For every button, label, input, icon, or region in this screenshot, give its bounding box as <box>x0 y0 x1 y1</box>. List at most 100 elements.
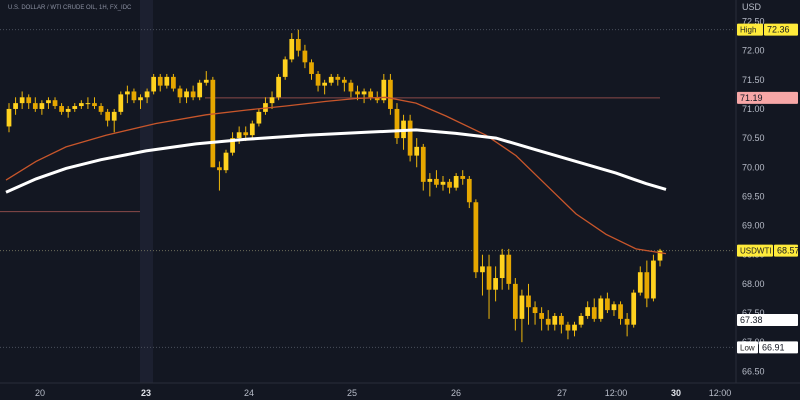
candle-body <box>144 91 150 98</box>
price-tick-label: 71.00 <box>742 104 765 114</box>
candle-body <box>368 91 374 98</box>
candle-body <box>98 106 104 112</box>
candle-body <box>118 94 124 112</box>
candle-body <box>230 138 235 153</box>
time-axis-ticks: 20 23 24 25 26 27 12:00 30 12:00 <box>35 388 731 398</box>
candle-body <box>466 178 472 203</box>
candle-body <box>407 120 413 156</box>
candle-body <box>256 111 262 124</box>
candle-body <box>52 100 58 107</box>
candle-body <box>111 111 117 121</box>
candle-body <box>585 307 591 316</box>
candle-body <box>59 106 64 112</box>
price-tick-label: 72.50 <box>742 16 765 26</box>
candle-body <box>335 76 341 80</box>
price-tick-label: 68.00 <box>742 279 765 289</box>
price-tag-value-bg <box>737 91 798 104</box>
candle-body <box>374 97 380 101</box>
time-tick-label: 23 <box>141 388 151 398</box>
candle-body <box>440 181 446 185</box>
candle-body <box>39 103 45 109</box>
price-tag: Low 66.91 <box>737 341 798 354</box>
price-tick-label: 72.00 <box>742 46 765 56</box>
price-tag: 71.19 <box>737 91 798 104</box>
candle-body <box>651 260 656 299</box>
candle-body <box>631 292 637 325</box>
candle-body <box>637 272 643 293</box>
candle-body <box>414 146 420 156</box>
candle-body <box>131 91 137 101</box>
candle-body <box>565 324 571 331</box>
time-tick-label: 30 <box>671 388 681 398</box>
price-tick-label: 66.50 <box>742 366 765 376</box>
candle-body <box>526 295 531 308</box>
candle-body <box>32 103 38 109</box>
candle-body <box>480 266 485 273</box>
price-tag-value: 68.57 <box>777 246 800 256</box>
candle-body <box>447 181 452 188</box>
candle-body <box>210 79 216 168</box>
candle-body <box>460 176 466 179</box>
price-tag: 67.38 <box>737 314 798 327</box>
price-tag-label: High <box>740 26 756 35</box>
candle-body <box>177 88 183 98</box>
candle-body <box>322 82 328 86</box>
candle-body <box>644 272 650 299</box>
candle-body <box>545 318 551 325</box>
candle-body <box>243 132 249 136</box>
candle-body <box>85 103 91 105</box>
candle-body <box>388 79 393 109</box>
time-tick-label: 26 <box>451 388 461 398</box>
candle-body <box>190 91 196 98</box>
price-tag-value-bg <box>737 314 798 327</box>
candle-body <box>46 100 51 104</box>
price-tag: High 72.36 <box>737 23 798 36</box>
candle-body <box>598 298 604 319</box>
price-tag-label: USDWTI <box>740 247 772 256</box>
price-tag-value-bg <box>759 341 798 354</box>
candle-body <box>124 91 130 95</box>
candle-body <box>552 315 558 325</box>
price-tag-label-bg <box>737 341 758 354</box>
time-tick-label: 25 <box>347 388 357 398</box>
candle-body <box>19 97 25 104</box>
candle-body <box>572 324 577 331</box>
horizontal-lines <box>0 29 735 348</box>
candle-body <box>236 132 242 139</box>
candle-body <box>276 76 281 98</box>
candle-body <box>591 307 597 319</box>
candle-body <box>315 73 321 86</box>
candle-body <box>532 307 538 314</box>
price-tag-label: Low <box>740 343 755 352</box>
candle-body <box>92 103 97 107</box>
time-tick-label: 20 <box>35 388 45 398</box>
candle-body <box>105 111 111 121</box>
price-tag-value: 71.19 <box>740 93 763 103</box>
candle-body <box>499 254 505 279</box>
candle-body <box>348 82 354 92</box>
candle-body <box>512 283 518 319</box>
price-tag-value-bg <box>774 244 798 257</box>
session-highlight <box>140 0 153 383</box>
candle-body <box>519 295 525 319</box>
candle-body <box>624 318 630 325</box>
candle-body <box>453 176 459 188</box>
candle-body <box>223 152 229 171</box>
candle-body <box>164 76 170 86</box>
candle-body <box>486 266 492 290</box>
candle-body <box>381 79 387 101</box>
price-tick-label: 69.00 <box>742 221 765 231</box>
candle-body <box>394 108 400 139</box>
symbol-line: U.S. DOLLAR / WTI CRUDE OIL, 1H, FX_IDC <box>8 5 132 11</box>
candle-body <box>157 76 163 86</box>
candle-body <box>26 97 32 104</box>
candle-body <box>197 82 203 98</box>
price-tick-label: 69.50 <box>742 191 765 201</box>
time-tick-label: 12:00 <box>605 388 628 398</box>
candle-body <box>420 146 426 182</box>
price-tag-value: 72.36 <box>767 25 790 35</box>
candle-body <box>289 38 295 60</box>
candle-body <box>618 304 623 319</box>
